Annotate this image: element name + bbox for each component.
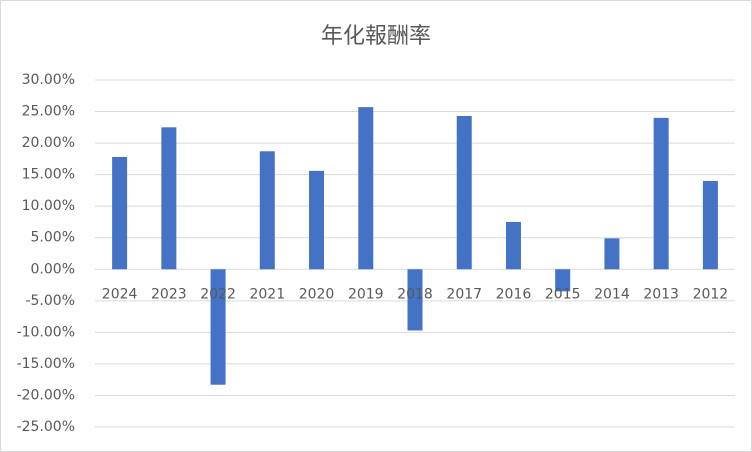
y-tick-label: -10.00% [17,324,75,340]
bar [358,107,374,270]
bar [407,269,423,331]
x-tick-label: 2018 [397,286,433,302]
y-tick-label: 5.00% [31,230,75,246]
chart-title: 年化報酬率 [321,24,431,49]
x-tick-label: 2021 [249,286,285,302]
bar [309,170,325,270]
y-tick-label: 0.00% [31,261,75,277]
x-tick-label: 2024 [102,286,138,302]
bar [259,151,275,270]
x-tick-label: 2019 [348,286,384,302]
bar [653,117,669,270]
y-tick-label: -20.00% [17,387,75,403]
x-tick-label: 2016 [496,286,532,302]
y-tick-label: 25.00% [22,104,75,120]
y-tick-label: 10.00% [22,198,75,214]
y-tick-label: -25.00% [17,419,75,435]
bar [604,238,620,270]
x-tick-label: 2017 [446,286,482,302]
x-tick-label: 2015 [545,286,581,302]
y-tick-label: 15.00% [22,167,75,183]
x-tick-label: 2012 [693,286,729,302]
bar [702,180,718,270]
y-tick-label: 20.00% [22,135,75,151]
y-tick-label: 30.00% [22,72,75,88]
x-tick-label: 2013 [643,286,679,302]
y-tick-label: -5.00% [25,293,75,309]
bar [112,156,128,270]
x-tick-label: 2014 [594,286,630,302]
x-tick-label: 2020 [299,286,335,302]
bar [456,115,472,270]
bar [161,127,177,270]
bar [210,269,226,385]
x-tick-label: 2023 [151,286,187,302]
bar [505,221,521,270]
y-tick-label: -15.00% [17,356,75,372]
bar [555,269,571,292]
x-tick-label: 2022 [200,286,236,302]
